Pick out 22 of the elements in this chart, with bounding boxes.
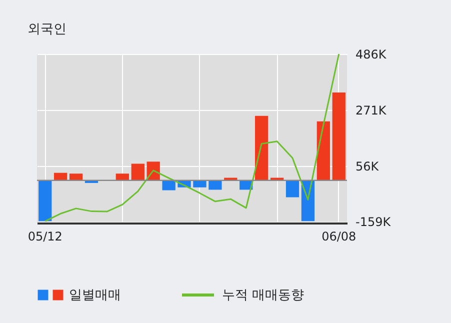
legend-label: 누적 매매동향 <box>222 288 304 303</box>
bar <box>193 180 206 188</box>
bar <box>69 174 83 180</box>
y-tick-label: 486K <box>356 48 388 62</box>
x-tick-label: 06/08 <box>322 230 356 244</box>
bar <box>255 116 268 180</box>
bar <box>131 164 144 180</box>
y-tick-label: 271K <box>356 103 388 118</box>
bar <box>162 180 176 190</box>
bar <box>316 121 330 180</box>
y-tick-label: -159K <box>356 215 392 230</box>
bar <box>332 92 346 180</box>
y-tick-label: 56K <box>356 159 380 174</box>
legend-label: 일별매매 <box>69 288 121 303</box>
x-tick-label: 05/12 <box>28 230 62 244</box>
bar <box>54 172 68 180</box>
chart-title: 외국인 <box>27 22 66 37</box>
bar <box>116 174 129 180</box>
line-series <box>44 53 340 222</box>
bar <box>208 180 222 190</box>
bar <box>38 180 52 222</box>
bar <box>286 180 300 198</box>
